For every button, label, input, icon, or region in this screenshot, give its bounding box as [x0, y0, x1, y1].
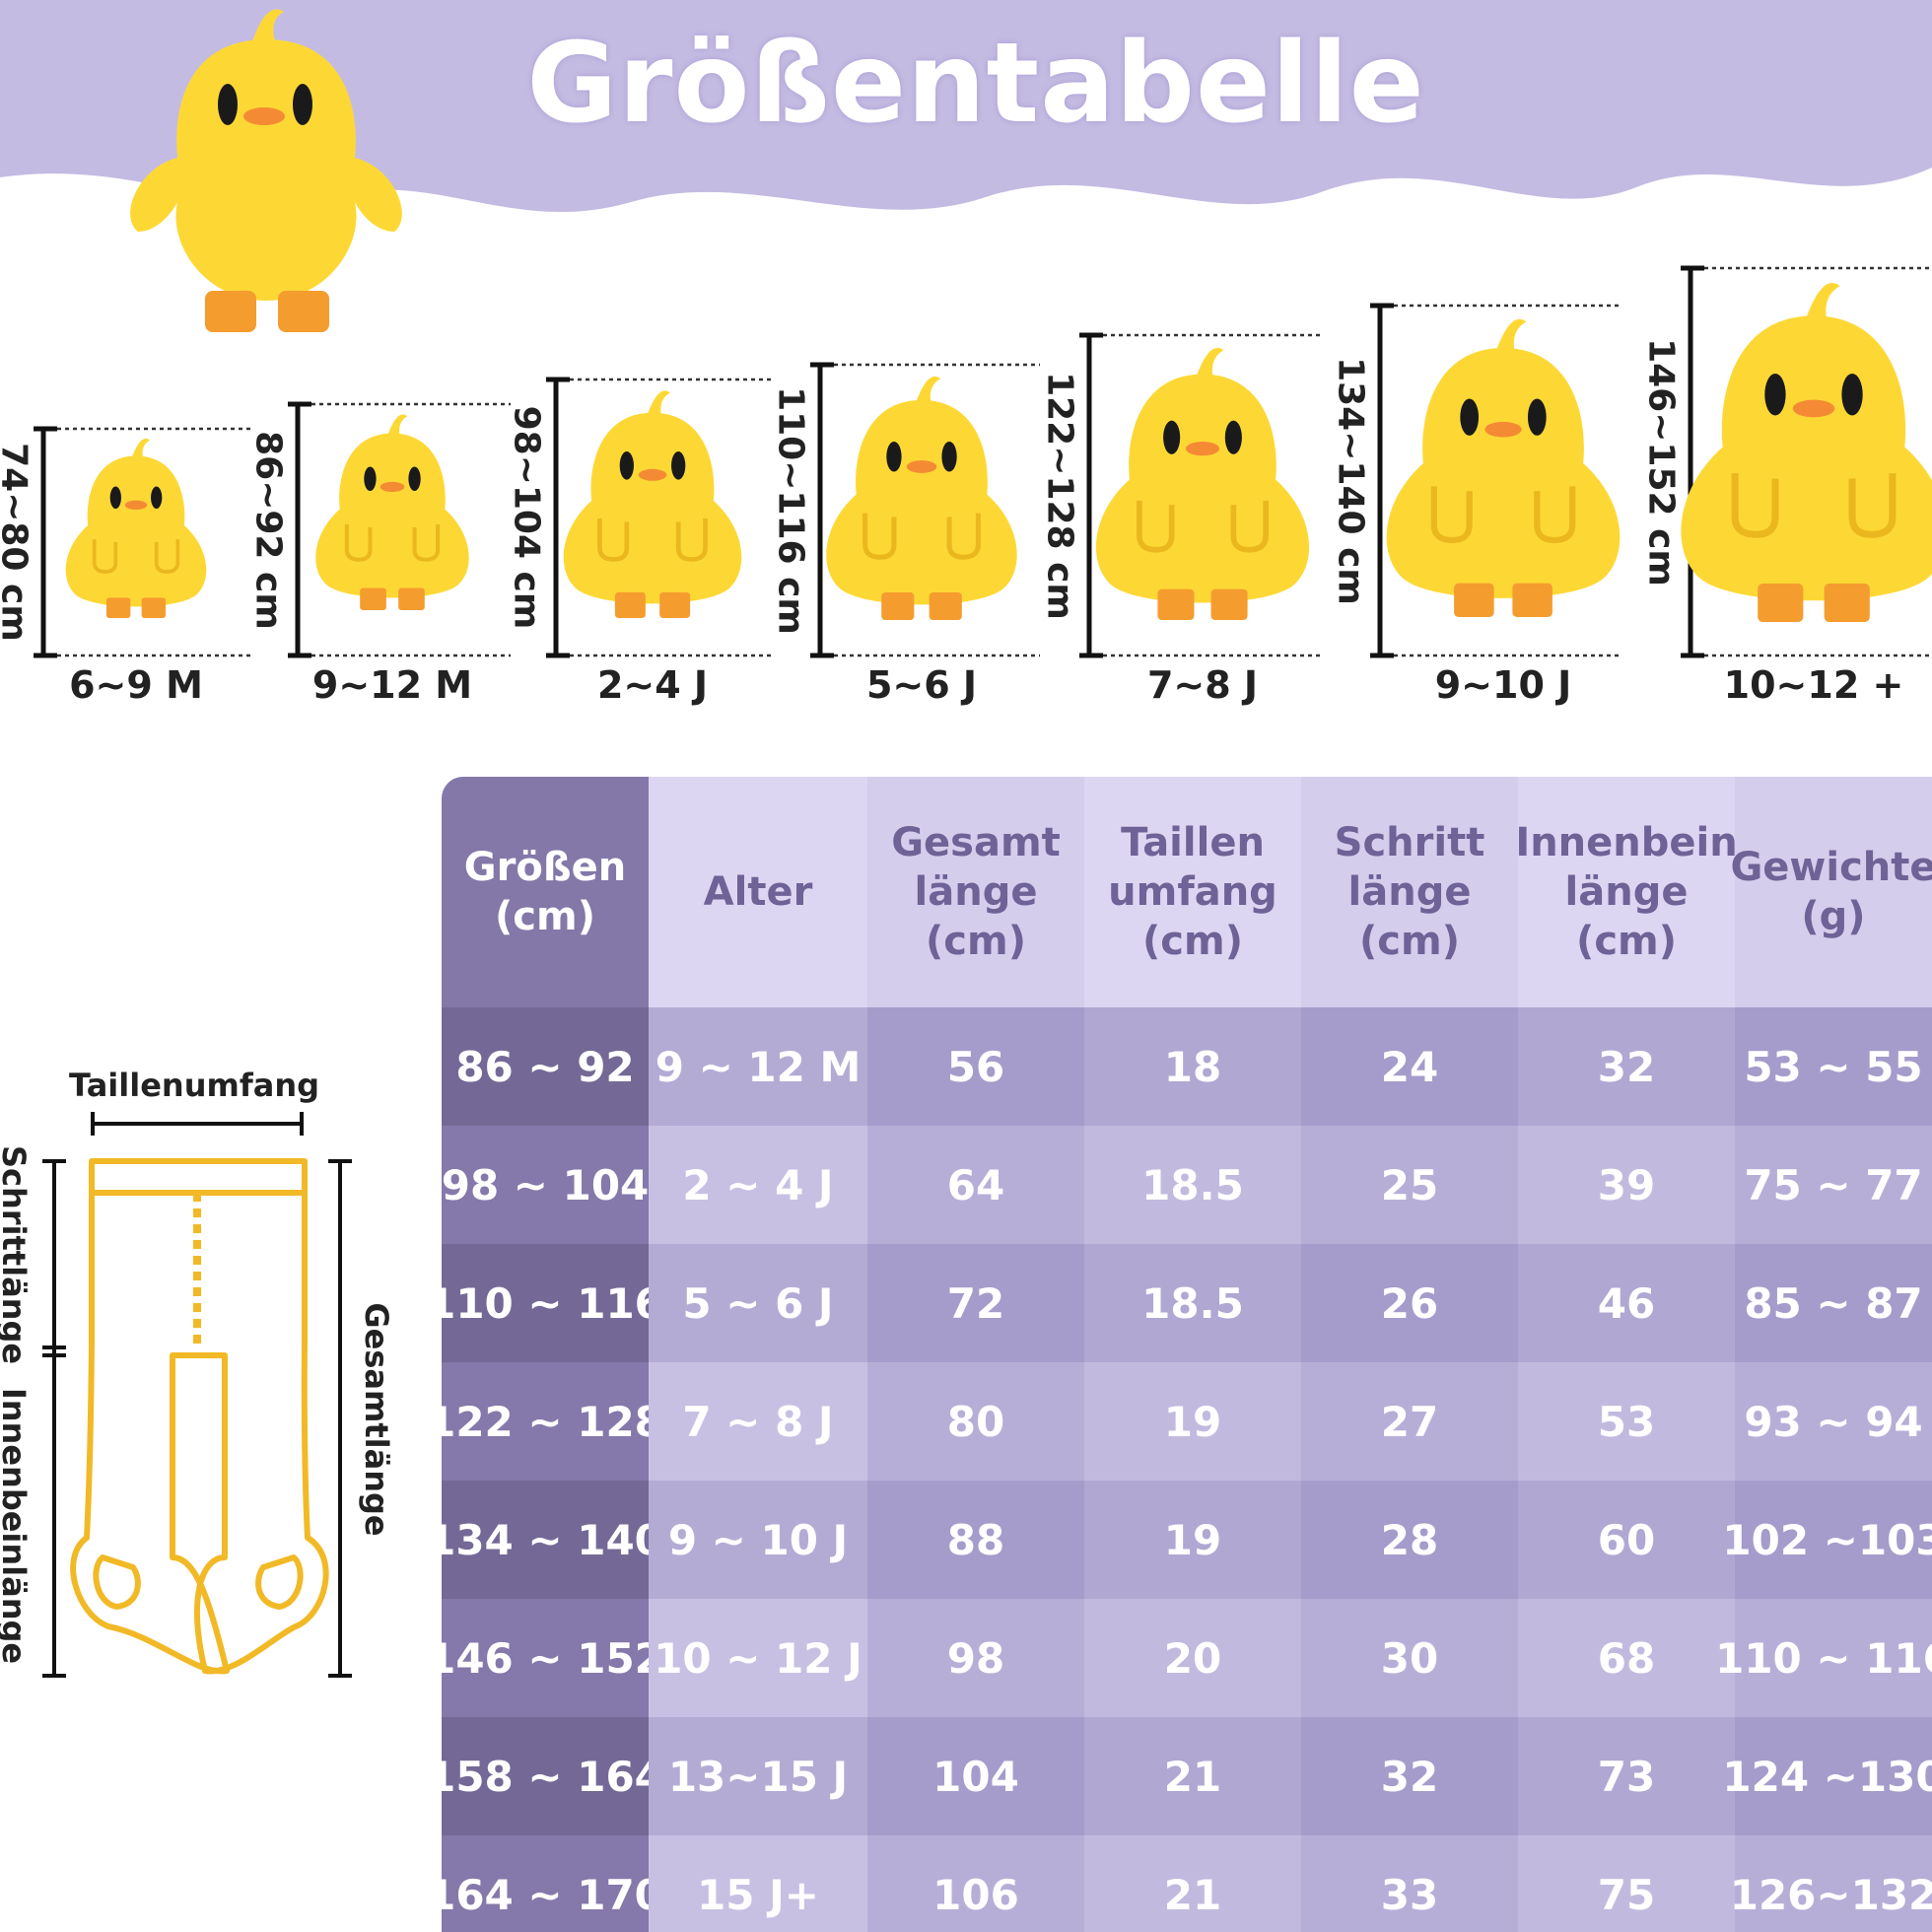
table-cell: 126~132 — [1730, 1835, 1932, 1932]
age-label: 5~6 J — [865, 663, 978, 707]
height-label: 134~140 cm — [1330, 356, 1371, 605]
table-cell: 28 — [1301, 1481, 1518, 1599]
table-cell: 60 — [1518, 1481, 1735, 1599]
waist-label: Taillenumfang — [69, 1067, 320, 1104]
chick-icon — [65, 438, 207, 618]
table-cell: 9 ~ 12 M — [649, 1007, 867, 1126]
age-label: 2~4 J — [596, 663, 709, 707]
height-label: 86~92 cm — [247, 430, 289, 630]
table-cell: 53 — [1518, 1362, 1735, 1481]
height-label: 146~152 cm — [1640, 337, 1682, 586]
age-label: 9~12 M — [311, 663, 473, 707]
crotch-length-label: Schrittlänge — [0, 1144, 33, 1365]
table-cell: 39 — [1518, 1126, 1735, 1244]
table-header-cell: Gewichte (g) — [1730, 777, 1932, 1007]
age-label: 7~8 J — [1146, 663, 1259, 707]
table-cell: 27 — [1301, 1362, 1518, 1481]
table-cell: 32 — [1518, 1007, 1735, 1126]
table-cell: 21 — [1084, 1717, 1301, 1835]
table-cell: 75 — [1518, 1835, 1735, 1932]
chick-icon — [1386, 318, 1621, 617]
table-header-cell: Schritt länge (cm) — [1301, 777, 1518, 1007]
table-cell: 24 — [1301, 1007, 1518, 1126]
size-table: Größen (cm) Alter Gesamt länge (cm) Taillen… — [442, 777, 1932, 1932]
table-cell: 10 ~ 12 J — [649, 1599, 867, 1717]
table-cell: 18.5 — [1084, 1126, 1301, 1244]
header-banner — [0, 0, 1932, 213]
chick-icon — [315, 414, 469, 610]
height-label: 74~80 cm — [0, 443, 34, 642]
table-cell: 19 — [1084, 1362, 1301, 1481]
table-cell: 146 ~ 152 — [442, 1599, 663, 1717]
table-cell: 2 ~ 4 J — [649, 1126, 867, 1244]
table-cell: 73 — [1518, 1717, 1735, 1835]
pants-diagram — [42, 1112, 352, 1678]
total-length-label: Gesamtlänge — [358, 1302, 395, 1537]
age-label: 6~9 M — [69, 663, 203, 707]
table-cell: 13~15 J — [649, 1717, 867, 1835]
table-cell: 46 — [1518, 1244, 1735, 1362]
table-cell: 19 — [1084, 1481, 1301, 1599]
table-cell: 122 ~ 128 — [442, 1362, 663, 1481]
table-cell: 110 ~ 116 — [1715, 1599, 1932, 1717]
table-header-cell: Taillen umfang (cm) — [1084, 777, 1301, 1007]
table-cell: 93 ~ 94 — [1735, 1362, 1932, 1481]
table-cell: 53 ~ 55 — [1735, 1007, 1932, 1126]
table-cell: 18 — [1084, 1007, 1301, 1126]
chick-mascot-icon — [130, 9, 402, 332]
age-label: 10~12 + — [1723, 663, 1904, 707]
chick-icon — [1681, 283, 1932, 622]
table-cell: 124 ~130 — [1722, 1717, 1932, 1835]
table-cell: 86 ~ 92 — [442, 1007, 649, 1126]
table-cell: 72 — [867, 1244, 1084, 1362]
table-cell: 102 ~103 — [1722, 1481, 1932, 1599]
table-cell: 56 — [867, 1007, 1084, 1126]
chick-icon — [1095, 347, 1310, 620]
table-cell: 15 J+ — [649, 1835, 867, 1932]
table-cell: 26 — [1301, 1244, 1518, 1362]
table-cell: 110 ~ 116 — [442, 1244, 663, 1362]
chick-icon — [563, 390, 742, 618]
table-cell: 25 — [1301, 1126, 1518, 1244]
table-cell: 7 ~ 8 J — [649, 1362, 867, 1481]
age-label: 9~10 J — [1434, 663, 1572, 707]
size-chart-illustration — [34, 265, 1932, 658]
table-cell: 98 ~ 104 — [442, 1126, 649, 1244]
table-cell: 85 ~ 87 — [1735, 1244, 1932, 1362]
chick-icon — [826, 376, 1017, 620]
inseam-length-label: Innenbeinlänge — [0, 1387, 33, 1665]
table-cell: 20 — [1084, 1599, 1301, 1717]
table-cell: 9 ~ 10 J — [649, 1481, 867, 1599]
table-header-cell: Größen (cm) — [442, 777, 649, 1007]
table-cell: 75 ~ 77 — [1735, 1126, 1932, 1244]
table-cell: 64 — [867, 1126, 1084, 1244]
table-header-cell: Innenbein länge (cm) — [1515, 777, 1738, 1007]
table-cell: 104 — [867, 1717, 1084, 1835]
table-cell: 134 ~ 140 — [442, 1481, 663, 1599]
table-cell: 88 — [867, 1481, 1084, 1599]
table-cell: 80 — [867, 1362, 1084, 1481]
table-cell: 158 ~ 164 — [442, 1717, 663, 1835]
table-cell: 98 — [867, 1599, 1084, 1717]
table-cell: 5 ~ 6 J — [649, 1244, 867, 1362]
page-title: Größentabelle — [526, 20, 1425, 148]
height-label: 110~116 cm — [770, 385, 811, 635]
height-label: 122~128 cm — [1039, 371, 1080, 620]
table-header-cell: Alter — [649, 777, 867, 1007]
table-cell: 164 ~ 170 — [442, 1835, 663, 1932]
table-cell: 33 — [1301, 1835, 1518, 1932]
table-cell: 68 — [1518, 1599, 1735, 1717]
table-cell: 30 — [1301, 1599, 1518, 1717]
table-cell: 106 — [867, 1835, 1084, 1932]
table-header-cell: Gesamt länge (cm) — [867, 777, 1084, 1007]
height-label: 98~104 cm — [506, 405, 547, 630]
table-cell: 18.5 — [1084, 1244, 1301, 1362]
table-cell: 32 — [1301, 1717, 1518, 1835]
table-cell: 21 — [1084, 1835, 1301, 1932]
